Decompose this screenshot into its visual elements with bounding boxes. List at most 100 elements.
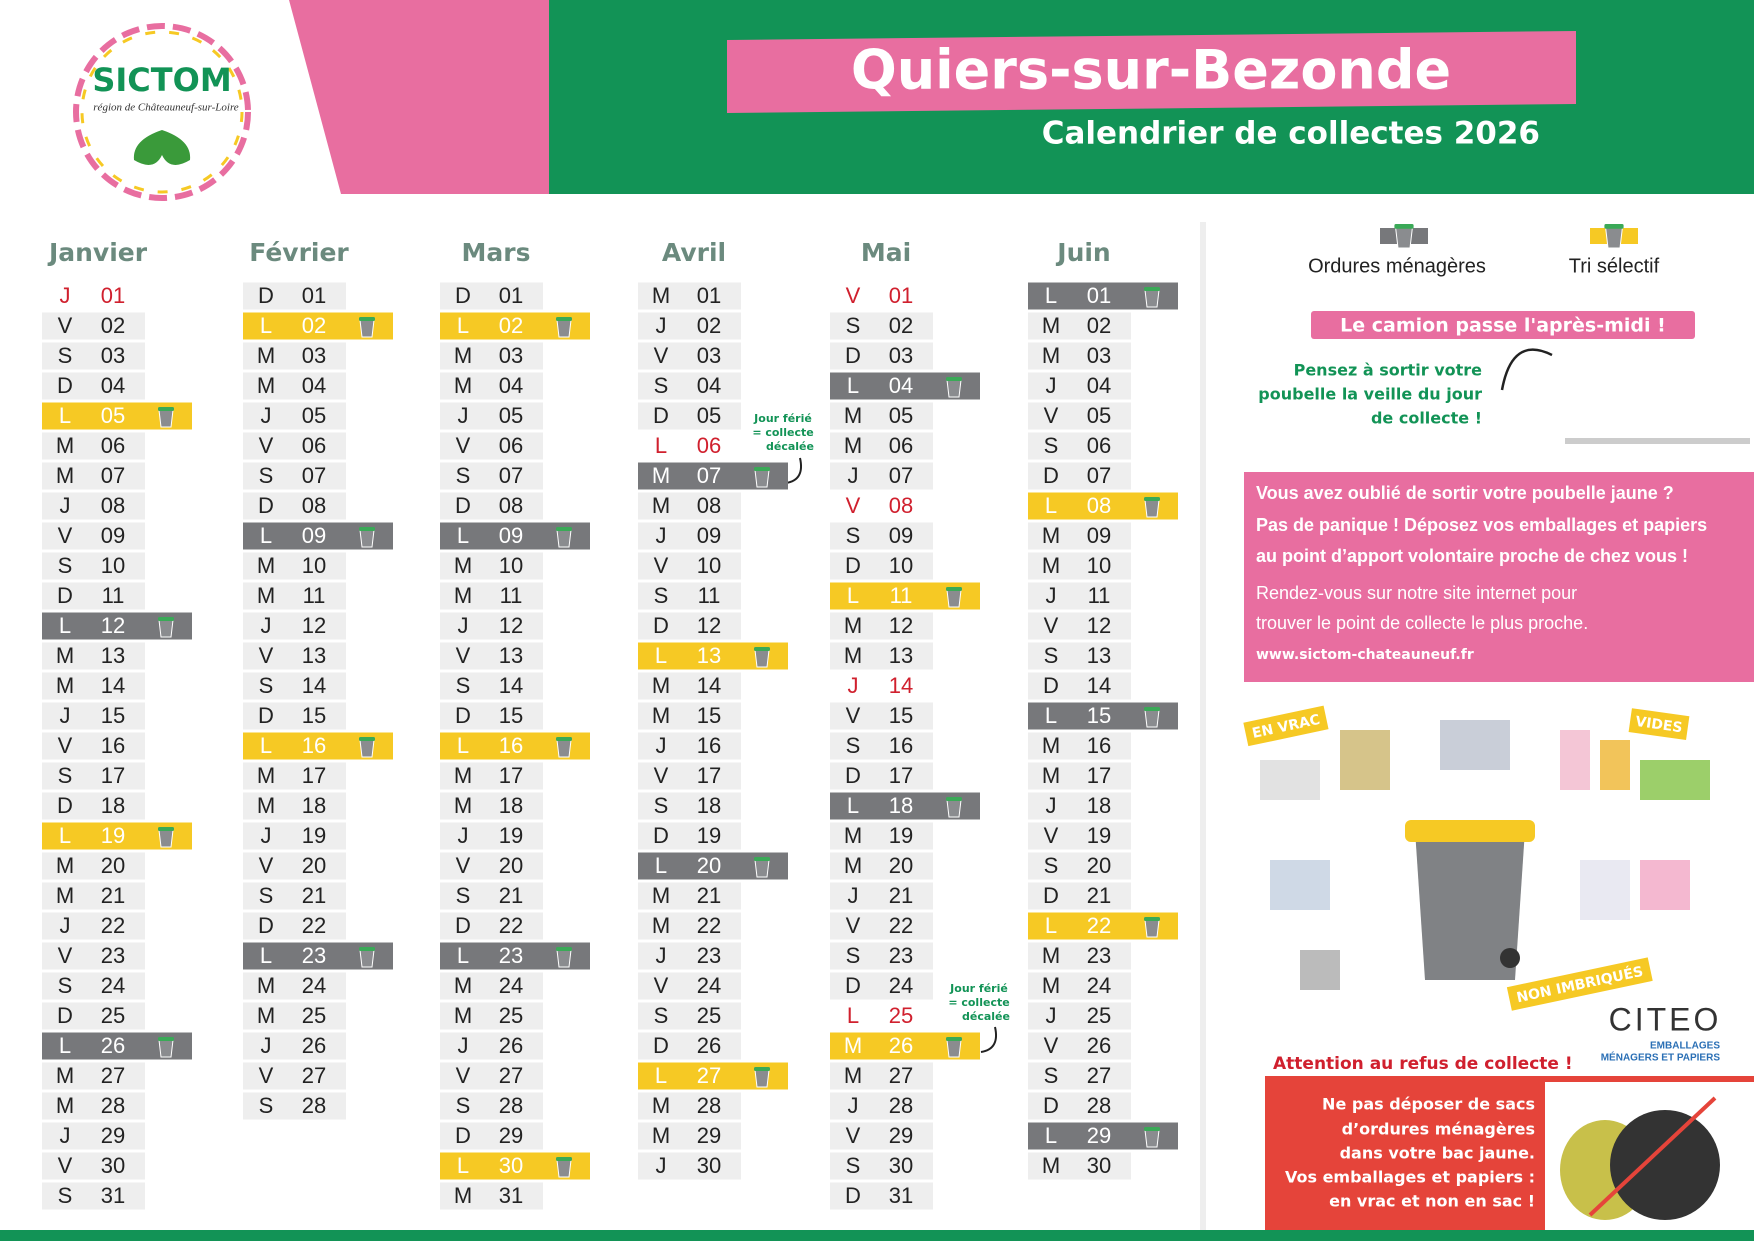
bin-lid bbox=[1394, 224, 1414, 229]
day-number: 11 bbox=[303, 583, 326, 608]
day-row bbox=[830, 1122, 933, 1150]
day-letter: D bbox=[653, 403, 669, 428]
day-number: 24 bbox=[1087, 973, 1111, 998]
day-row bbox=[440, 342, 543, 370]
day-number: 21 bbox=[302, 883, 326, 908]
day-number: 19 bbox=[499, 823, 523, 848]
day-row bbox=[440, 762, 543, 790]
bin-icon bbox=[1144, 709, 1160, 728]
day-letter: S bbox=[259, 883, 274, 908]
day-number: 31 bbox=[499, 1183, 523, 1208]
day-number: 08 bbox=[499, 493, 523, 518]
day-letter: M bbox=[56, 853, 74, 878]
day-row bbox=[440, 882, 543, 910]
day-letter: M bbox=[652, 883, 670, 908]
day-number: 31 bbox=[101, 1183, 125, 1208]
day-number: 24 bbox=[889, 973, 913, 998]
logo-ring-inner bbox=[80, 30, 244, 194]
day-letter: L bbox=[655, 1063, 667, 1088]
bin-lid bbox=[556, 737, 572, 741]
day-letter: M bbox=[1042, 1153, 1060, 1178]
day-number: 23 bbox=[302, 943, 326, 968]
day-letter: J bbox=[656, 1153, 667, 1178]
day-row bbox=[1028, 762, 1131, 790]
day-number: 13 bbox=[697, 643, 721, 668]
day-row bbox=[42, 732, 145, 760]
day-number: 09 bbox=[1087, 523, 1111, 548]
day-number: 18 bbox=[302, 793, 326, 818]
day-letter: S bbox=[846, 943, 861, 968]
day-row bbox=[830, 462, 933, 490]
day-row bbox=[42, 762, 145, 790]
day-letter: S bbox=[1044, 643, 1059, 668]
month-name: Janvier bbox=[47, 238, 148, 267]
day-row bbox=[440, 582, 543, 610]
day-number: 19 bbox=[889, 823, 913, 848]
day-row bbox=[830, 552, 933, 580]
day-letter: V bbox=[846, 1123, 861, 1148]
day-row bbox=[1028, 372, 1131, 400]
day-row bbox=[243, 972, 346, 1000]
day-number: 03 bbox=[101, 343, 125, 368]
note-line: Jour férié bbox=[949, 982, 1008, 995]
warning-line: dans votre bac jaune. bbox=[1340, 1144, 1535, 1163]
note-arrow bbox=[785, 457, 802, 484]
day-number: 07 bbox=[499, 463, 523, 488]
bin-icon bbox=[359, 949, 375, 968]
day-row bbox=[440, 1062, 543, 1090]
day-letter: M bbox=[1042, 313, 1060, 338]
day-row bbox=[830, 1062, 933, 1090]
day-letter: L bbox=[1045, 493, 1057, 518]
day-number: 09 bbox=[697, 523, 721, 548]
day-row bbox=[830, 1152, 933, 1180]
day-number: 09 bbox=[101, 523, 125, 548]
bin-lid bbox=[359, 527, 375, 531]
bin-icon bbox=[1395, 227, 1413, 249]
day-row bbox=[830, 732, 933, 760]
day-letter: L bbox=[655, 643, 667, 668]
day-row bbox=[243, 642, 346, 670]
day-number: 31 bbox=[889, 1183, 913, 1208]
day-row bbox=[243, 492, 346, 520]
day-row bbox=[243, 1002, 346, 1030]
day-letter: L bbox=[847, 793, 859, 818]
bin-lid bbox=[754, 1067, 770, 1071]
day-letter: M bbox=[257, 1003, 275, 1028]
day-row bbox=[638, 402, 741, 430]
day-number: 21 bbox=[499, 883, 523, 908]
day-number: 25 bbox=[302, 1003, 326, 1028]
day-letter: S bbox=[846, 733, 861, 758]
day-letter: L bbox=[655, 853, 667, 878]
day-letter: S bbox=[846, 523, 861, 548]
day-row bbox=[440, 1182, 543, 1210]
day-row bbox=[243, 402, 346, 430]
day-letter: M bbox=[56, 673, 74, 698]
day-number: 26 bbox=[889, 1033, 913, 1058]
day-letter: M bbox=[454, 793, 472, 818]
day-number: 08 bbox=[302, 493, 326, 518]
day-letter: M bbox=[844, 613, 862, 638]
day-row bbox=[243, 342, 346, 370]
day-letter: J bbox=[261, 613, 272, 638]
day-number: 02 bbox=[1087, 313, 1111, 338]
bin-icon bbox=[946, 589, 962, 608]
day-number: 11 bbox=[102, 583, 125, 608]
day-row bbox=[1028, 972, 1131, 1000]
day-letter: J bbox=[656, 313, 667, 338]
day-number: 25 bbox=[889, 1003, 913, 1028]
day-letter: L bbox=[847, 583, 859, 608]
day-row bbox=[830, 522, 933, 550]
day-number: 06 bbox=[1087, 433, 1111, 458]
day-letter: J bbox=[60, 913, 71, 938]
day-letter: J bbox=[848, 1093, 859, 1118]
day-number: 22 bbox=[499, 913, 523, 938]
bin-icon bbox=[556, 529, 572, 548]
day-row bbox=[638, 582, 741, 610]
day-letter: M bbox=[454, 553, 472, 578]
bin-lid bbox=[1144, 497, 1160, 501]
day-number: 30 bbox=[697, 1153, 721, 1178]
day-row bbox=[830, 612, 933, 640]
day-number: 20 bbox=[697, 853, 721, 878]
day-number: 09 bbox=[302, 523, 326, 548]
day-number: 06 bbox=[499, 433, 523, 458]
